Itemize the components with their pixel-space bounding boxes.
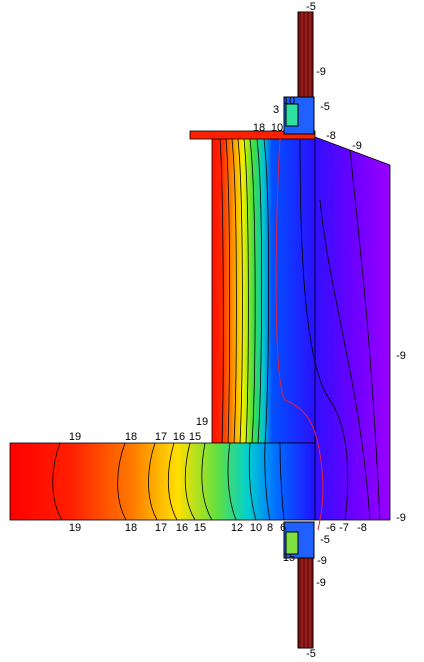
isotherm-label: 17 xyxy=(155,522,167,534)
isotherm-label: 16 xyxy=(173,431,185,443)
frame-bottom-inner xyxy=(285,531,299,555)
isotherm-label: 15 xyxy=(283,552,295,564)
isotherm-label: -9 xyxy=(316,66,326,78)
isotherm-label: 12 xyxy=(231,522,243,534)
isotherm-label: -7 xyxy=(339,522,349,534)
isotherm-label: 3 xyxy=(273,104,279,116)
isotherm-label: 15 xyxy=(194,522,206,534)
isotherm-label: -9 xyxy=(317,555,327,567)
glazing-bottom xyxy=(297,557,314,649)
isotherm-label: -9 xyxy=(316,577,326,589)
labels: -5 -9 10 -5 3 18 10 -8 -9 -9 19 19 18 17 16 15 19 18 17 16 1… xyxy=(69,1,406,660)
isotherm-label: -8 xyxy=(326,130,336,142)
isotherm-label: -5 xyxy=(320,101,330,113)
isotherm-label: 6 xyxy=(280,522,286,534)
isotherm-label: 10 xyxy=(271,122,283,134)
sill xyxy=(189,130,316,140)
isotherm-label: 10 xyxy=(283,95,295,107)
isotherm-label: -6 xyxy=(326,522,336,534)
frame-top-inner xyxy=(285,103,299,127)
isotherm-label: 18 xyxy=(125,431,137,443)
isotherm-label: 16 xyxy=(176,522,188,534)
isotherm-label: 19 xyxy=(196,416,208,428)
slab xyxy=(9,442,316,521)
isotherm-label: -5 xyxy=(306,648,316,660)
isotherm-label: -9 xyxy=(352,140,362,152)
isotherm-label: 8 xyxy=(267,522,273,534)
isotherm-label: -5 xyxy=(306,1,316,13)
isotherm-label: -8 xyxy=(357,522,367,534)
isotherm-label: 18 xyxy=(125,522,137,534)
glazing-top xyxy=(297,11,314,98)
isotherm-label: -9 xyxy=(396,350,406,362)
isotherms xyxy=(52,138,381,531)
exterior-zone xyxy=(314,136,391,521)
isotherm-label: -5 xyxy=(320,534,330,546)
isotherm-label: 17 xyxy=(155,431,167,443)
isotherm-label: 19 xyxy=(69,522,81,534)
isotherm-label: 15 xyxy=(189,431,201,443)
wall xyxy=(211,136,316,444)
isotherm-label: 18 xyxy=(253,122,265,134)
frame-top xyxy=(283,96,315,135)
isotherm-label: 19 xyxy=(69,431,81,443)
glazing-lines xyxy=(301,12,311,648)
isotherm-label: -9 xyxy=(396,512,406,524)
isotherm-label: 10 xyxy=(250,522,262,534)
